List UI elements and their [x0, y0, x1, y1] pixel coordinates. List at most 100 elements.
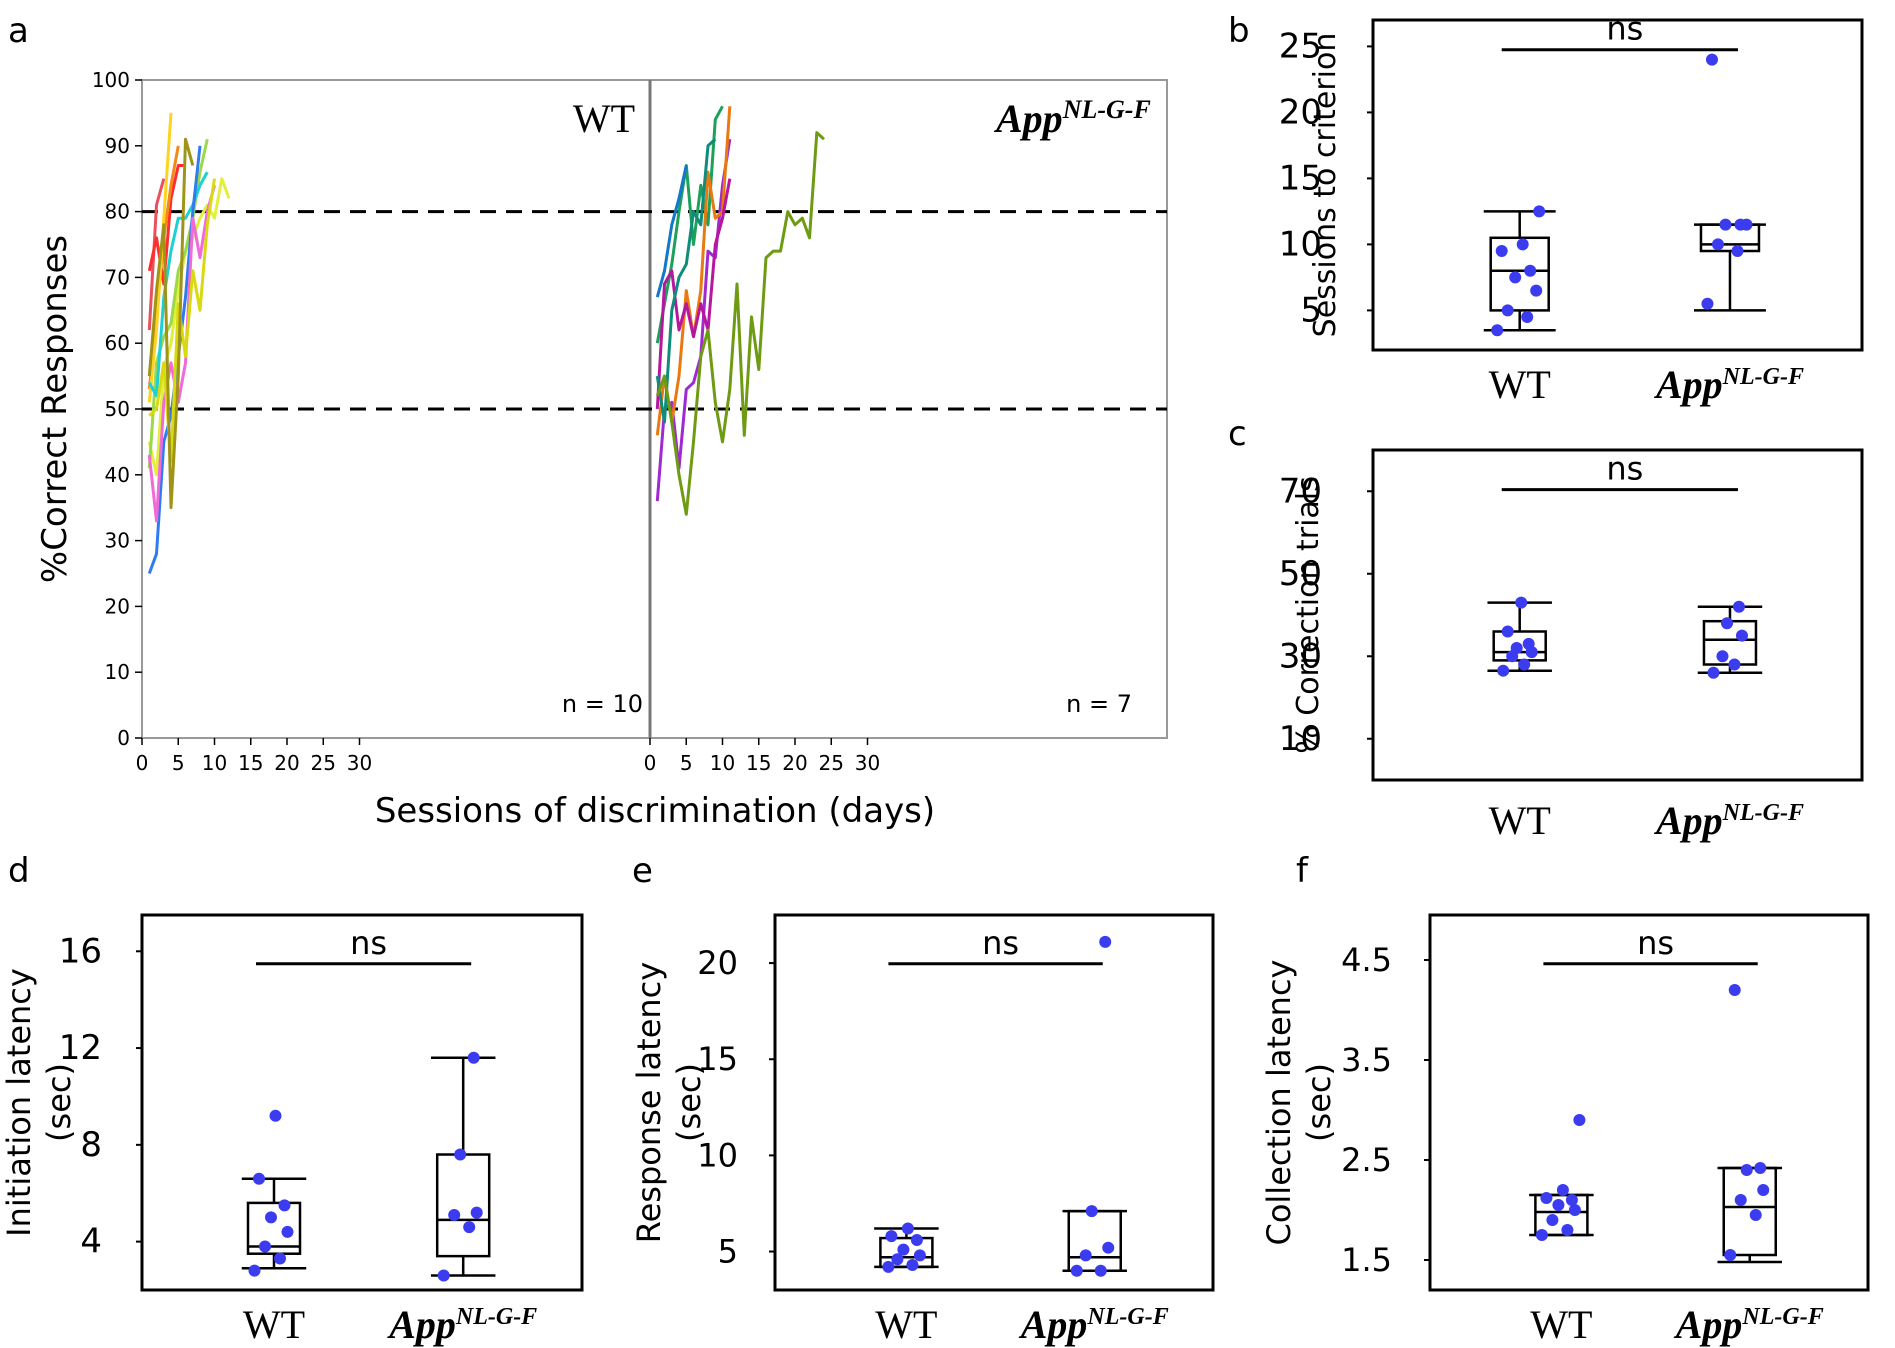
y-tick-label: 4 [80, 1222, 102, 1262]
data-point-wt [281, 1225, 294, 1238]
plot-frame [1428, 913, 1870, 1292]
y-tick-label: 10 [697, 1136, 738, 1174]
y-tick-label: 10 [105, 660, 130, 684]
significance-label: ns [1606, 450, 1643, 488]
data-point-wt [253, 1172, 265, 1185]
y-axis-title: Response latency [630, 962, 668, 1243]
y-tick-label: 70 [105, 265, 130, 289]
x-tick-label: 5 [680, 751, 693, 775]
data-point-app [1731, 245, 1744, 257]
y-tick-label: 100 [92, 68, 130, 92]
category-label-wt: WT [1489, 798, 1551, 843]
label-main: App [993, 96, 1063, 141]
data-point-app [470, 1206, 483, 1219]
panel-c-box-plot: 10 30 50 70% Correction trials ns WT AppNL-G-F [1279, 448, 1864, 843]
plot-frame [140, 913, 584, 1292]
data-point-app [1734, 1194, 1747, 1206]
y-tick-label: 5 [718, 1233, 738, 1271]
data-point-app [1757, 1184, 1770, 1196]
category-label-wt: WT [875, 1302, 937, 1347]
data-point-wt [1515, 596, 1528, 609]
series-line-App-5 [655, 178, 732, 410]
data-point-app [448, 1209, 461, 1221]
y-tick-label: 12 [59, 1028, 102, 1068]
data-point-wt [891, 1253, 904, 1266]
significance-label: ns [982, 924, 1019, 962]
data-point-app [1079, 1249, 1092, 1262]
y-tick-label: 60 [105, 331, 130, 355]
label-main: WT [573, 96, 635, 141]
data-point-wt [1565, 1194, 1578, 1206]
data-point-wt [885, 1230, 898, 1243]
data-point-app [1705, 53, 1718, 66]
data-point-app [1707, 666, 1720, 679]
category-label-app: AppNL-G-F [1673, 1302, 1824, 1347]
x-axis-title: Sessions of discrimination (days) [375, 791, 935, 831]
y-tick-label: 0 [117, 726, 130, 750]
y-tick-label: 20 [1279, 92, 1322, 132]
data-point-app [463, 1221, 476, 1234]
data-point-app [437, 1269, 450, 1282]
y-tick-label: 8 [80, 1125, 102, 1165]
y-tick-label: 30 [1279, 636, 1322, 676]
data-point-wt [901, 1222, 914, 1235]
plot-frame [1371, 448, 1864, 782]
x-tick-label: 25 [819, 751, 844, 775]
x-tick-label: 15 [746, 751, 771, 775]
data-point-wt [1552, 1199, 1565, 1211]
category-main: App [1673, 1302, 1743, 1347]
n-label-app: n = 7 [1066, 690, 1132, 718]
series-line-App-2 [655, 165, 688, 298]
data-point-app [1711, 238, 1724, 251]
panel-label-b: b [1228, 11, 1250, 51]
data-point-wt [1510, 642, 1523, 654]
data-point-app [1070, 1264, 1083, 1277]
category-superscript: NL-G-F [455, 1304, 537, 1330]
data-point-app [454, 1148, 467, 1161]
n-label-wt: n = 10 [562, 690, 643, 718]
y-axis-title: %Correct Responses [35, 235, 75, 583]
category-main: WT [1489, 362, 1551, 407]
category-label-wt: WT [1489, 362, 1551, 407]
panel-d-box-plot: 4 8 12 16 Initiation latency (sec) ns WT AppNL-G… [0, 913, 584, 1347]
x-tick-label: 15 [238, 751, 263, 775]
data-point-wt [1530, 284, 1543, 297]
series-line-WT-4 [147, 112, 173, 403]
significance-label: ns [350, 924, 387, 962]
y-tick-label: 16 [59, 931, 102, 971]
y-axis-unit: (sec) [1300, 1063, 1338, 1142]
data-point-wt [910, 1234, 923, 1246]
x-tick-label: 20 [274, 751, 299, 775]
data-point-wt [1540, 1192, 1553, 1204]
x-tick-label: 30 [855, 751, 880, 775]
series-line-App-7 [655, 131, 826, 516]
category-main: WT [1530, 1302, 1592, 1347]
data-point-wt [1568, 1204, 1581, 1216]
plot-frame [1371, 18, 1864, 352]
panel-label-a: a [8, 11, 29, 51]
category-label-wt: WT [243, 1302, 305, 1347]
y-tick-label: 50 [105, 397, 130, 421]
data-point-app [467, 1051, 480, 1064]
data-point-wt [906, 1259, 919, 1271]
data-point-wt [1546, 1214, 1559, 1226]
category-main: App [1653, 362, 1723, 407]
y-tick-label: 90 [105, 134, 130, 158]
data-point-app [1724, 1249, 1737, 1261]
data-point-wt [269, 1109, 282, 1122]
significance-label: ns [1637, 924, 1674, 962]
data-point-wt [1573, 1114, 1586, 1126]
y-axis-title: % Correction trials [1291, 476, 1326, 754]
data-point-app [1735, 629, 1748, 642]
y-axis-title: Collection latency [1260, 960, 1298, 1246]
data-point-app [1720, 617, 1733, 630]
y-tick-label: 4.5 [1341, 941, 1392, 979]
series-line-WT-10 [148, 178, 216, 464]
data-point-wt [1522, 637, 1535, 650]
series-line-WT-7 [147, 171, 209, 398]
data-point-wt [278, 1199, 291, 1212]
subpanel-label-wt: WT [573, 96, 635, 141]
y-tick-label: 40 [105, 463, 130, 487]
y-tick-label: 15 [1279, 158, 1322, 198]
y-tick-label: 20 [105, 594, 130, 618]
